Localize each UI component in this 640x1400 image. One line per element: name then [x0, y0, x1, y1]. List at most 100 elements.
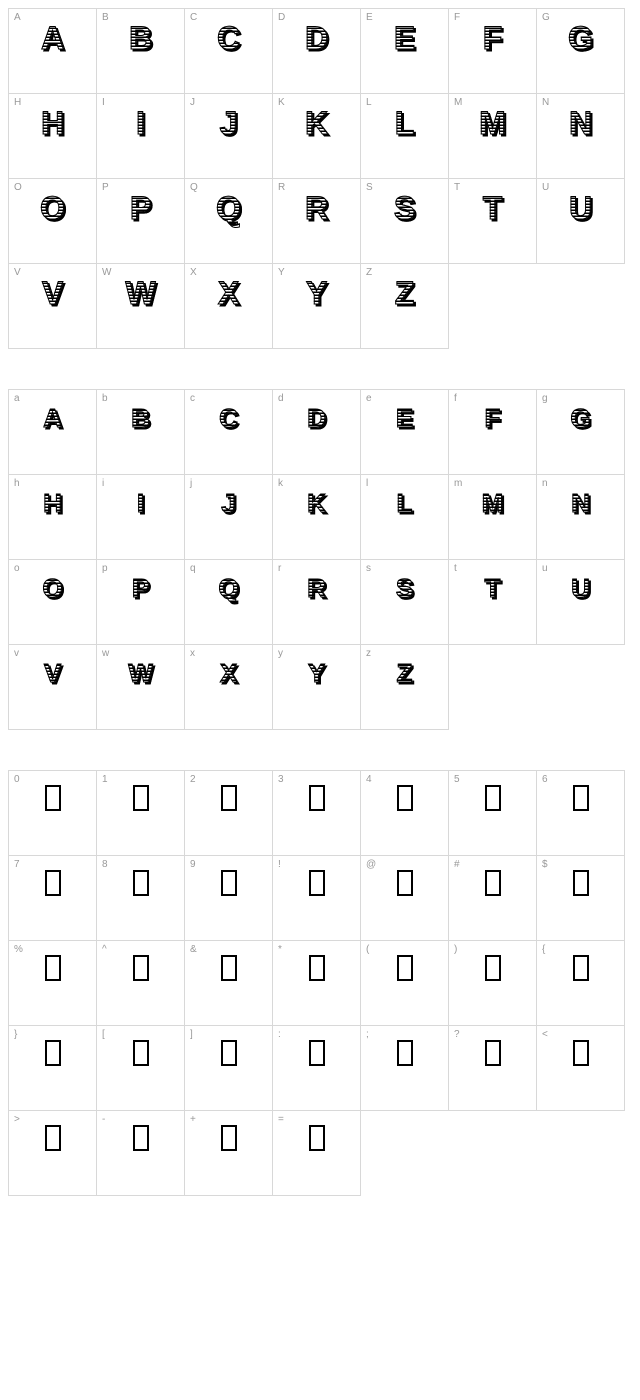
glyph-cell: HH — [9, 94, 97, 179]
glyph-wrapper: R — [299, 193, 335, 223]
missing-glyph-icon — [45, 955, 61, 981]
missing-glyph-icon — [309, 870, 325, 896]
missing-glyph-icon — [221, 1125, 237, 1151]
glyph-wrapper — [299, 1040, 335, 1070]
missing-glyph-icon — [221, 785, 237, 811]
glyph-wrapper: Q — [211, 193, 247, 223]
cell-label: p — [102, 563, 108, 574]
cell-label: y — [278, 648, 283, 659]
glyph-letter: C — [211, 404, 247, 432]
cell-label: Z — [366, 267, 372, 278]
glyph-cell: 2 — [185, 771, 273, 856]
glyph-letter: U — [563, 193, 599, 223]
cell-label: E — [366, 12, 373, 23]
glyph-cell: [ — [97, 1026, 185, 1111]
glyph-letter: D — [299, 23, 335, 53]
glyph-letter: U — [563, 574, 599, 602]
cell-label: 2 — [190, 774, 196, 785]
glyph-wrapper: T — [475, 574, 511, 604]
glyph-cell: + — [185, 1111, 273, 1196]
cell-label: l — [366, 478, 368, 489]
cell-label: C — [190, 12, 197, 23]
glyph-wrapper: L — [387, 489, 423, 519]
glyph-cell: ? — [449, 1026, 537, 1111]
glyph-cell: tT — [449, 560, 537, 645]
glyph-letter: I — [123, 108, 159, 138]
glyph-letter: X — [211, 278, 247, 308]
glyph-letter: V — [35, 659, 71, 687]
glyph-wrapper: Z — [387, 659, 423, 689]
empty-cell — [537, 264, 625, 349]
cell-label: ( — [366, 944, 369, 955]
glyph-cell: gG — [537, 390, 625, 475]
cell-label: t — [454, 563, 457, 574]
glyph-cell: 8 — [97, 856, 185, 941]
glyph-wrapper: L — [387, 108, 423, 138]
cell-label: ] — [190, 1029, 193, 1040]
cell-label: j — [190, 478, 192, 489]
cell-label: z — [366, 648, 371, 659]
glyph-wrapper: I — [123, 489, 159, 519]
glyph-cell: ] — [185, 1026, 273, 1111]
glyph-cell: RR — [273, 179, 361, 264]
cell-label: ; — [366, 1029, 369, 1040]
glyph-wrapper — [387, 870, 423, 900]
glyph-cell: = — [273, 1111, 361, 1196]
glyph-letter: E — [387, 404, 423, 432]
glyph-wrapper — [211, 785, 247, 815]
glyph-cell: DD — [273, 9, 361, 94]
glyph-letter: Z — [387, 659, 423, 687]
cell-label: P — [102, 182, 109, 193]
glyph-letter: Q — [211, 574, 247, 602]
glyph-cell: dD — [273, 390, 361, 475]
glyph-cell: & — [185, 941, 273, 1026]
glyph-wrapper — [299, 1125, 335, 1155]
cell-label: * — [278, 944, 282, 955]
glyph-letter: E — [387, 23, 423, 53]
glyph-wrapper: D — [299, 404, 335, 434]
glyph-wrapper: T — [475, 193, 511, 223]
cell-label: c — [190, 393, 195, 404]
cell-label: 9 — [190, 859, 196, 870]
cell-label: a — [14, 393, 20, 404]
glyph-cell: 6 — [537, 771, 625, 856]
cell-label: d — [278, 393, 284, 404]
glyph-cell: YY — [273, 264, 361, 349]
cell-label: A — [14, 12, 21, 23]
glyph-wrapper: B — [123, 404, 159, 434]
glyph-wrapper — [35, 955, 71, 985]
missing-glyph-icon — [397, 870, 413, 896]
missing-glyph-icon — [45, 870, 61, 896]
glyph-cell: CC — [185, 9, 273, 94]
glyph-wrapper — [299, 870, 335, 900]
missing-glyph-icon — [309, 785, 325, 811]
glyph-wrapper — [387, 785, 423, 815]
missing-glyph-icon — [45, 1040, 61, 1066]
empty-cell — [449, 645, 537, 730]
glyph-cell: MM — [449, 94, 537, 179]
cell-label: I — [102, 97, 105, 108]
glyph-cell: iI — [97, 475, 185, 560]
glyph-cell: 9 — [185, 856, 273, 941]
cell-label: n — [542, 478, 548, 489]
missing-glyph-icon — [309, 1040, 325, 1066]
missing-glyph-icon — [133, 870, 149, 896]
missing-glyph-icon — [309, 955, 325, 981]
missing-glyph-icon — [397, 955, 413, 981]
glyph-cell: LL — [361, 94, 449, 179]
glyph-letter: A — [35, 404, 71, 432]
glyph-wrapper: U — [563, 574, 599, 604]
glyph-cell: ) — [449, 941, 537, 1026]
glyph-cell: 3 — [273, 771, 361, 856]
glyph-cell: XX — [185, 264, 273, 349]
glyph-cell: PP — [97, 179, 185, 264]
glyph-cell: } — [9, 1026, 97, 1111]
cell-label: - — [102, 1114, 105, 1125]
empty-cell — [449, 1111, 537, 1196]
glyph-cell: oO — [9, 560, 97, 645]
cell-label: < — [542, 1029, 548, 1040]
glyph-wrapper: H — [35, 489, 71, 519]
glyph-cell: zZ — [361, 645, 449, 730]
glyph-wrapper: M — [475, 489, 511, 519]
glyph-letter: H — [35, 489, 71, 517]
